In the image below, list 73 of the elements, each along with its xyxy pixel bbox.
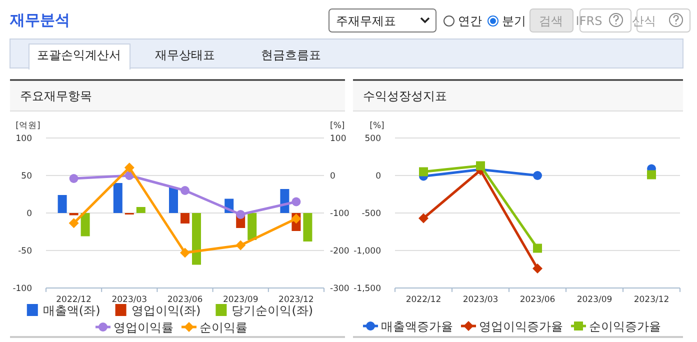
legend-label: 당기순이익(좌) xyxy=(232,304,314,318)
bar xyxy=(113,183,122,213)
point xyxy=(124,162,134,173)
legend-label: 매출액증가율 xyxy=(381,320,453,334)
x-tick-label: 2023/09 xyxy=(576,295,612,305)
x-tick-label: 2023/09 xyxy=(222,295,258,305)
text: 분기 xyxy=(502,14,526,28)
y2-tick-label: 0 xyxy=(330,172,336,182)
bar xyxy=(169,188,178,213)
text: 포괄손익계산서 xyxy=(37,48,121,62)
text: 연간 xyxy=(458,14,482,28)
point xyxy=(418,213,428,224)
y2-tick-label: -200 xyxy=(330,246,350,256)
y-tick-label: -100 xyxy=(12,284,32,294)
text: 산식 xyxy=(632,14,656,28)
legend-label: 순이익률 xyxy=(200,320,248,334)
point xyxy=(647,170,656,180)
point xyxy=(291,214,302,224)
bar xyxy=(192,213,201,265)
x-tick-label: 2023/12 xyxy=(634,295,670,305)
chart-title: 주요재무항목 xyxy=(20,89,92,103)
text: 재무분석 xyxy=(9,11,70,29)
x-tick-label: 2023/03 xyxy=(462,295,498,305)
point xyxy=(236,210,246,219)
y-axis-title: [%] xyxy=(370,121,384,131)
y2-tick-label: -100 xyxy=(330,209,350,219)
point xyxy=(532,264,542,274)
x-tick-label: 2023/06 xyxy=(167,295,203,305)
point xyxy=(533,171,542,180)
y-tick-label: 0 xyxy=(26,209,32,219)
bar xyxy=(248,213,257,240)
bar xyxy=(136,207,146,213)
text: 주재무제표 xyxy=(336,14,396,28)
text: 현금흐름표 xyxy=(261,48,321,62)
y-tick-label: 500 xyxy=(364,134,381,144)
point xyxy=(236,240,246,250)
y-tick-label: -500 xyxy=(362,209,381,219)
x-tick-label: 2023/03 xyxy=(112,295,148,305)
legend-label: 순이익증가율 xyxy=(589,320,661,334)
text: 재무상태표 xyxy=(155,48,215,62)
bar xyxy=(80,213,90,236)
point xyxy=(476,161,485,170)
point xyxy=(292,197,301,206)
y-tick-label: 100 xyxy=(16,134,32,144)
y-tick-label: -1,500 xyxy=(354,284,381,294)
bar xyxy=(58,195,67,213)
x-tick-label: 2022/12 xyxy=(56,295,92,305)
bar xyxy=(180,213,190,224)
bar xyxy=(303,213,312,242)
y2-tick-label: -300 xyxy=(330,284,350,294)
x-tick-label: 2023/06 xyxy=(520,295,556,305)
chart-title: 수익성장성지표 xyxy=(363,89,447,103)
legend-label: 영업이익(좌) xyxy=(131,304,201,318)
text: IFRS xyxy=(576,14,602,28)
x-tick-label: 2023/12 xyxy=(278,295,314,305)
legend-label: 영업이익률 xyxy=(114,320,174,334)
point xyxy=(419,167,428,176)
y-axis-title: [억원] xyxy=(16,121,40,131)
y-tick-label: 0 xyxy=(376,172,381,182)
y-tick-label: -1,000 xyxy=(354,246,381,256)
point xyxy=(533,244,542,253)
y-tick-label: -50 xyxy=(18,246,32,256)
point xyxy=(180,186,190,195)
x-tick-label: 2022/12 xyxy=(406,295,442,305)
y2-axis-title: [%] xyxy=(330,121,345,131)
point xyxy=(180,248,190,258)
point xyxy=(68,218,79,228)
legend-label: 매출액(좌) xyxy=(42,304,100,318)
point xyxy=(69,174,78,183)
legend-label: 영업이익증가율 xyxy=(479,320,563,334)
text: 검색 xyxy=(539,14,563,28)
y-tick-label: 50 xyxy=(21,172,32,182)
y2-tick-label: 100 xyxy=(330,134,346,144)
